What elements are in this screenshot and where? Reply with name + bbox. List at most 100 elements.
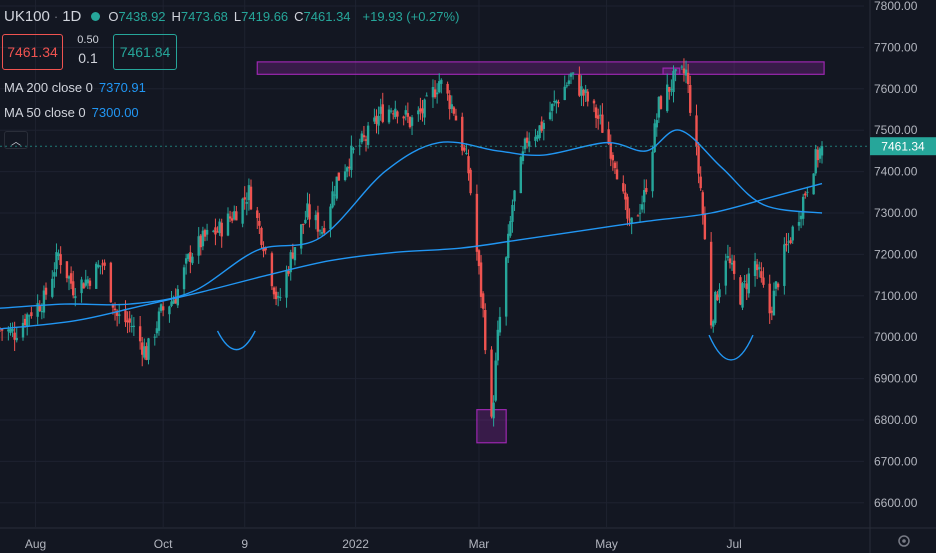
candle-body bbox=[628, 219, 631, 221]
candle-body bbox=[718, 289, 721, 298]
candle-body bbox=[373, 117, 376, 122]
candle-body bbox=[0, 329, 4, 331]
candle-body bbox=[511, 204, 514, 222]
candle-body bbox=[504, 257, 508, 317]
candle-body bbox=[241, 198, 244, 224]
candle-body bbox=[233, 211, 236, 220]
candle-body bbox=[668, 86, 671, 92]
candle-body bbox=[743, 280, 746, 282]
candle-body bbox=[555, 100, 558, 104]
candle-body bbox=[563, 86, 566, 101]
candle-body bbox=[494, 360, 497, 401]
indicator-ma50[interactable]: MA 50 close 0 7300.00 bbox=[4, 105, 139, 120]
buy-button[interactable]: 7461.84 bbox=[113, 34, 177, 70]
y-tick-label: 7800.00 bbox=[874, 0, 918, 13]
candle-body bbox=[820, 146, 824, 156]
candle-body bbox=[381, 104, 384, 122]
candle-body bbox=[446, 83, 449, 94]
candle-body bbox=[360, 133, 364, 143]
candle-body bbox=[490, 349, 493, 417]
close-value: 7461.34 bbox=[303, 9, 351, 24]
candle-body bbox=[11, 328, 14, 332]
candle-body bbox=[741, 283, 744, 308]
candle-body bbox=[812, 173, 815, 195]
candle-body bbox=[622, 183, 625, 192]
candle-body bbox=[205, 229, 209, 235]
sell-button[interactable]: 7461.34 bbox=[2, 34, 63, 70]
candle-body bbox=[55, 252, 58, 270]
interval-label[interactable]: 1D bbox=[62, 8, 82, 25]
zone-rect-2 bbox=[476, 409, 507, 444]
candle-body bbox=[753, 261, 757, 277]
candle-body bbox=[438, 81, 441, 93]
ma200-line bbox=[0, 182, 823, 330]
x-tick-label: Aug bbox=[25, 537, 46, 551]
candle-body bbox=[113, 308, 117, 311]
candle-body bbox=[132, 325, 136, 327]
candle-body bbox=[308, 204, 311, 220]
candle-body bbox=[450, 104, 453, 109]
y-tick-label: 7300.00 bbox=[874, 206, 918, 220]
last-price-label: 7461.34 bbox=[881, 140, 925, 154]
candle-body bbox=[768, 283, 771, 314]
candle-body bbox=[74, 296, 77, 299]
candle-body bbox=[161, 306, 165, 311]
candle-body bbox=[607, 129, 610, 145]
drawing-zones bbox=[256, 61, 825, 444]
candle-body bbox=[550, 103, 554, 111]
candle-body bbox=[596, 115, 600, 119]
candle-body bbox=[789, 240, 792, 244]
candle-body bbox=[145, 346, 148, 360]
candle-body bbox=[636, 215, 640, 217]
candle-body bbox=[498, 316, 502, 333]
chevron-up-icon[interactable]: ︿ bbox=[4, 131, 28, 149]
candle-body bbox=[174, 298, 177, 304]
candle-body bbox=[703, 213, 707, 240]
x-tick-label: Mar bbox=[469, 537, 490, 551]
candle-body bbox=[343, 171, 347, 181]
candle-body bbox=[527, 141, 531, 147]
candle-body bbox=[51, 278, 54, 297]
candle-body bbox=[611, 154, 615, 161]
candle-body bbox=[536, 135, 539, 139]
settings-gear-icon[interactable] bbox=[898, 535, 910, 547]
candle-body bbox=[159, 304, 163, 311]
candle-body bbox=[701, 192, 704, 216]
ma200-label: MA 200 close 0 bbox=[4, 80, 93, 95]
candle-body bbox=[776, 283, 780, 288]
candle-body bbox=[760, 271, 763, 278]
x-tick-label: 2022 bbox=[342, 537, 369, 551]
candle-body bbox=[201, 230, 205, 247]
candle-body bbox=[86, 279, 90, 284]
candle-body bbox=[291, 252, 295, 259]
symbol-label[interactable]: UK100 bbox=[4, 8, 50, 25]
candle-body bbox=[220, 222, 223, 237]
candle-body bbox=[643, 190, 646, 203]
candle-body bbox=[260, 227, 263, 245]
open-value: 7438.92 bbox=[118, 9, 166, 24]
candle-body bbox=[189, 252, 192, 262]
candle-body bbox=[799, 215, 803, 220]
candle-body bbox=[582, 89, 585, 96]
candle-body bbox=[331, 191, 334, 208]
candle-body bbox=[755, 264, 759, 271]
indicator-ma200[interactable]: MA 200 close 0 7370.91 bbox=[4, 80, 146, 95]
candle-body bbox=[38, 305, 41, 312]
candle-body bbox=[818, 148, 822, 159]
y-tick-label: 6800.00 bbox=[874, 413, 918, 427]
candle-body bbox=[394, 108, 397, 118]
high-label: H bbox=[171, 9, 181, 24]
candle-body bbox=[170, 301, 173, 306]
candle-body bbox=[57, 253, 60, 257]
candle-body bbox=[287, 270, 290, 274]
candle-body bbox=[507, 233, 510, 259]
candle-body bbox=[609, 143, 612, 159]
candle-body bbox=[316, 212, 320, 232]
candle-body bbox=[435, 92, 439, 95]
candle-body bbox=[214, 227, 217, 235]
candle-body bbox=[128, 318, 131, 323]
candle-body bbox=[475, 193, 479, 252]
candle-body bbox=[97, 264, 100, 268]
candle-body bbox=[613, 162, 617, 169]
